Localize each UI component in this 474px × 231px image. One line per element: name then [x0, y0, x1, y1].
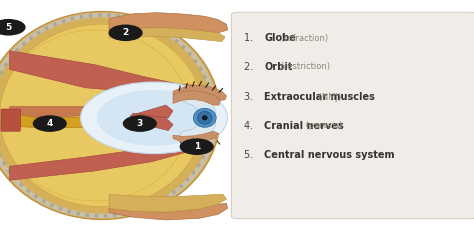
Text: (restriction): (restriction) [278, 63, 330, 71]
Text: 2: 2 [122, 28, 129, 37]
Polygon shape [130, 113, 173, 131]
Text: (refraction): (refraction) [278, 34, 328, 43]
Polygon shape [9, 142, 199, 180]
Circle shape [123, 115, 157, 132]
Circle shape [33, 115, 67, 132]
Text: 1: 1 [193, 142, 200, 151]
Text: 3.: 3. [244, 92, 259, 102]
Text: 4.: 4. [244, 121, 259, 131]
Text: (NMJ): (NMJ) [316, 93, 341, 101]
Polygon shape [109, 203, 228, 220]
Text: Central nervous system: Central nervous system [264, 150, 394, 160]
Polygon shape [2, 112, 142, 128]
Circle shape [97, 90, 211, 146]
Circle shape [81, 82, 228, 154]
Ellipse shape [0, 30, 190, 201]
Circle shape [180, 138, 214, 155]
Text: 5.: 5. [244, 150, 260, 160]
Polygon shape [173, 85, 227, 100]
FancyBboxPatch shape [1, 109, 20, 131]
Polygon shape [109, 13, 228, 33]
Text: Cranial nerves: Cranial nerves [264, 121, 344, 131]
Text: 5: 5 [5, 23, 12, 32]
Ellipse shape [0, 24, 204, 207]
FancyBboxPatch shape [231, 12, 474, 219]
Polygon shape [173, 131, 219, 143]
Polygon shape [173, 91, 220, 105]
Polygon shape [109, 194, 227, 212]
Text: (paresis): (paresis) [302, 122, 342, 130]
Circle shape [109, 24, 143, 41]
Polygon shape [9, 106, 171, 120]
Text: 2.: 2. [244, 62, 260, 72]
Text: 3: 3 [137, 119, 143, 128]
Text: 4: 4 [46, 119, 53, 128]
Text: Extraocular muscles: Extraocular muscles [264, 92, 375, 102]
Text: Orbit: Orbit [264, 62, 292, 72]
Polygon shape [130, 105, 173, 121]
Ellipse shape [0, 12, 220, 219]
Polygon shape [178, 96, 216, 139]
Ellipse shape [202, 115, 208, 120]
Text: 1.: 1. [244, 33, 259, 43]
Polygon shape [9, 51, 199, 94]
Ellipse shape [198, 111, 212, 124]
Polygon shape [109, 28, 225, 42]
Ellipse shape [193, 108, 216, 127]
Circle shape [0, 19, 26, 36]
Text: Globe: Globe [264, 33, 296, 43]
